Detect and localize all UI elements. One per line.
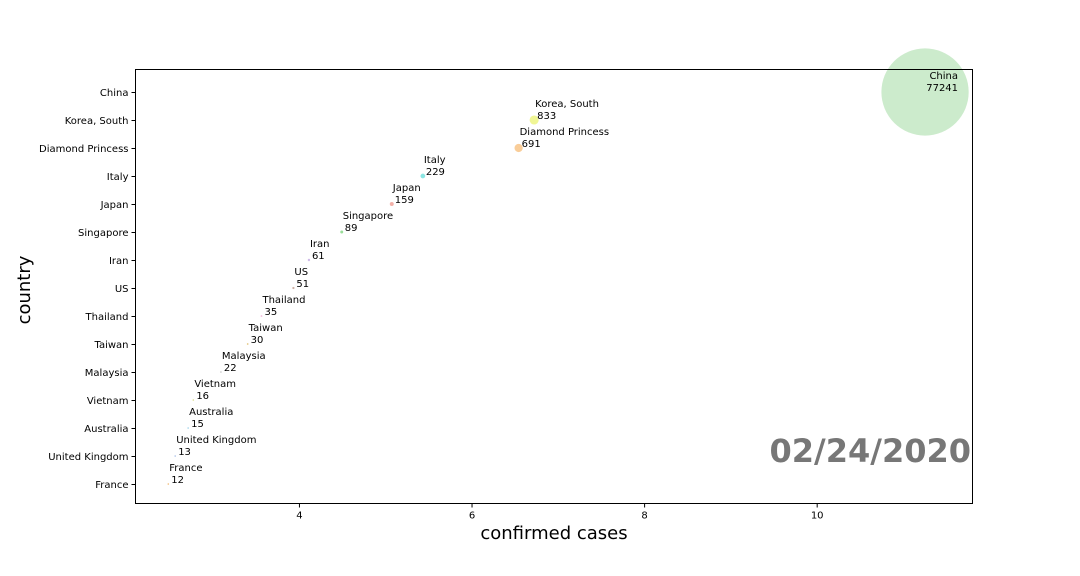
- x-tick-label-6: 6: [469, 511, 475, 522]
- annotation-country-singapore: Singapore: [343, 211, 393, 222]
- annotation-country-italy: Italy: [424, 155, 446, 166]
- annotation-cases-us: 51: [296, 279, 309, 290]
- y-tick-label-thailand: Thailand: [85, 312, 129, 323]
- annotation-country-united-kingdom: United Kingdom: [176, 435, 256, 446]
- annotation-cases-italy: 229: [426, 167, 445, 178]
- annotation-cases-thailand: 35: [264, 307, 277, 318]
- point-united-kingdom: [174, 455, 176, 457]
- plot-frame: [135, 69, 973, 504]
- annotation-cases-france: 12: [171, 475, 184, 486]
- point-diamond-princess: [514, 143, 523, 153]
- y-tick-label-malaysia: Malaysia: [85, 368, 129, 379]
- annotation-country-japan: Japan: [392, 183, 421, 194]
- annotation-cases-taiwan: 30: [251, 335, 264, 346]
- annotation-country-china: China: [929, 71, 958, 82]
- y-tick-label-singapore: Singapore: [78, 228, 128, 239]
- point-malaysia: [220, 371, 222, 373]
- point-singapore: [340, 230, 344, 234]
- y-tick-label-us: US: [115, 284, 129, 295]
- y-tick-label-france: France: [95, 480, 128, 491]
- point-taiwan: [246, 343, 249, 345]
- point-japan: [389, 202, 394, 206]
- y-tick-label-taiwan: Taiwan: [93, 340, 128, 351]
- y-tick-label-iran: Iran: [109, 256, 129, 267]
- x-tick-label-8: 8: [641, 511, 647, 522]
- annotation-country-iran: Iran: [310, 239, 330, 250]
- annotation-country-us: US: [294, 267, 308, 278]
- point-us: [292, 286, 295, 290]
- x-axis: 4 6 8 10: [296, 503, 824, 522]
- y-axis: China Korea, South Diamond Princess Italy Ja…: [39, 88, 136, 491]
- point-vietnam: [192, 399, 195, 401]
- annotation-cases-singapore: 89: [345, 223, 358, 234]
- y-tick-label-united-kingdom: United Kingdom: [48, 452, 128, 463]
- y-tick-label-japan: Japan: [100, 200, 129, 211]
- annotation-country-korea-south: Korea, South: [535, 99, 599, 110]
- y-tick-label-china: China: [100, 88, 129, 99]
- annotation-country-diamond-princess: Diamond Princess: [520, 127, 609, 138]
- annotation-cases-iran: 61: [312, 251, 325, 262]
- annotation-cases-united-kingdom: 13: [178, 447, 191, 458]
- y-tick-label-diamond-princess: Diamond Princess: [39, 144, 128, 155]
- annotation-cases-diamond-princess: 691: [522, 139, 541, 150]
- point-australia: [187, 427, 189, 429]
- annotation-country-france: France: [169, 463, 202, 474]
- y-tick-label-australia: Australia: [84, 424, 128, 435]
- x-axis-label: confirmed cases: [480, 523, 627, 544]
- point-thailand: [260, 315, 263, 317]
- annotation-cases-australia: 15: [191, 419, 204, 430]
- annotation-cases-korea-south: 833: [537, 111, 556, 122]
- point-iran: [307, 258, 311, 262]
- annotation-country-australia: Australia: [189, 407, 233, 418]
- y-tick-label-vietnam: Vietnam: [87, 396, 129, 407]
- x-tick-label-4: 4: [296, 511, 302, 522]
- point-china: [881, 48, 969, 136]
- point-korea-south: [529, 115, 539, 125]
- annotation-cases-malaysia: 22: [224, 363, 237, 374]
- annotation-cases-vietnam: 16: [196, 391, 209, 402]
- y-tick-label-italy: Italy: [107, 172, 129, 183]
- point-italy: [420, 173, 426, 179]
- date-label: 02/24/2020: [770, 432, 972, 470]
- annotation-cases-china: 77241: [926, 83, 958, 94]
- annotation-country-thailand: Thailand: [261, 295, 305, 306]
- point-france: [167, 483, 170, 485]
- annotation-country-malaysia: Malaysia: [222, 351, 266, 362]
- y-tick-label-korea-south: Korea, South: [65, 116, 129, 127]
- annotation-cases-japan: 159: [395, 195, 414, 206]
- y-axis-label: country: [14, 255, 35, 324]
- annotation-country-vietnam: Vietnam: [194, 379, 236, 390]
- x-tick-label-10: 10: [811, 511, 824, 522]
- annotation-country-taiwan: Taiwan: [248, 323, 283, 334]
